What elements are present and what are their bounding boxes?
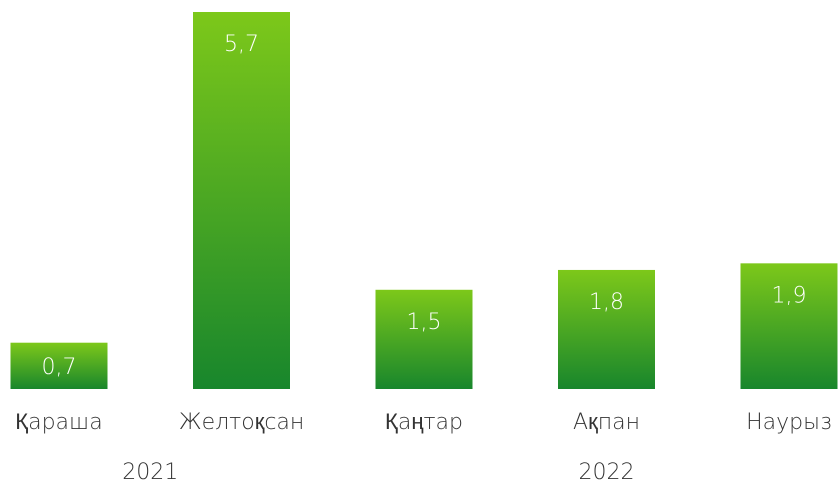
bar [740, 263, 838, 389]
value-label: 1,9 [772, 283, 807, 308]
value-label: 5,7 [224, 32, 259, 57]
value-label: 1,5 [407, 310, 442, 335]
value-label: 1,8 [589, 290, 624, 315]
bar [10, 342, 108, 389]
bar [558, 269, 655, 389]
x-tick-label: Наурыз [746, 410, 832, 435]
value-label: 0,7 [42, 355, 77, 380]
group-label: 2021 [122, 460, 178, 485]
x-tick-label: Желтоқсан [179, 410, 305, 435]
x-tick-label: Ақпан [573, 410, 640, 435]
group-label: 2022 [579, 460, 635, 485]
bar [193, 12, 290, 389]
x-tick-label: Қаңтар [385, 410, 463, 435]
bar [375, 289, 473, 389]
x-tick-label: Қараша [15, 410, 102, 435]
